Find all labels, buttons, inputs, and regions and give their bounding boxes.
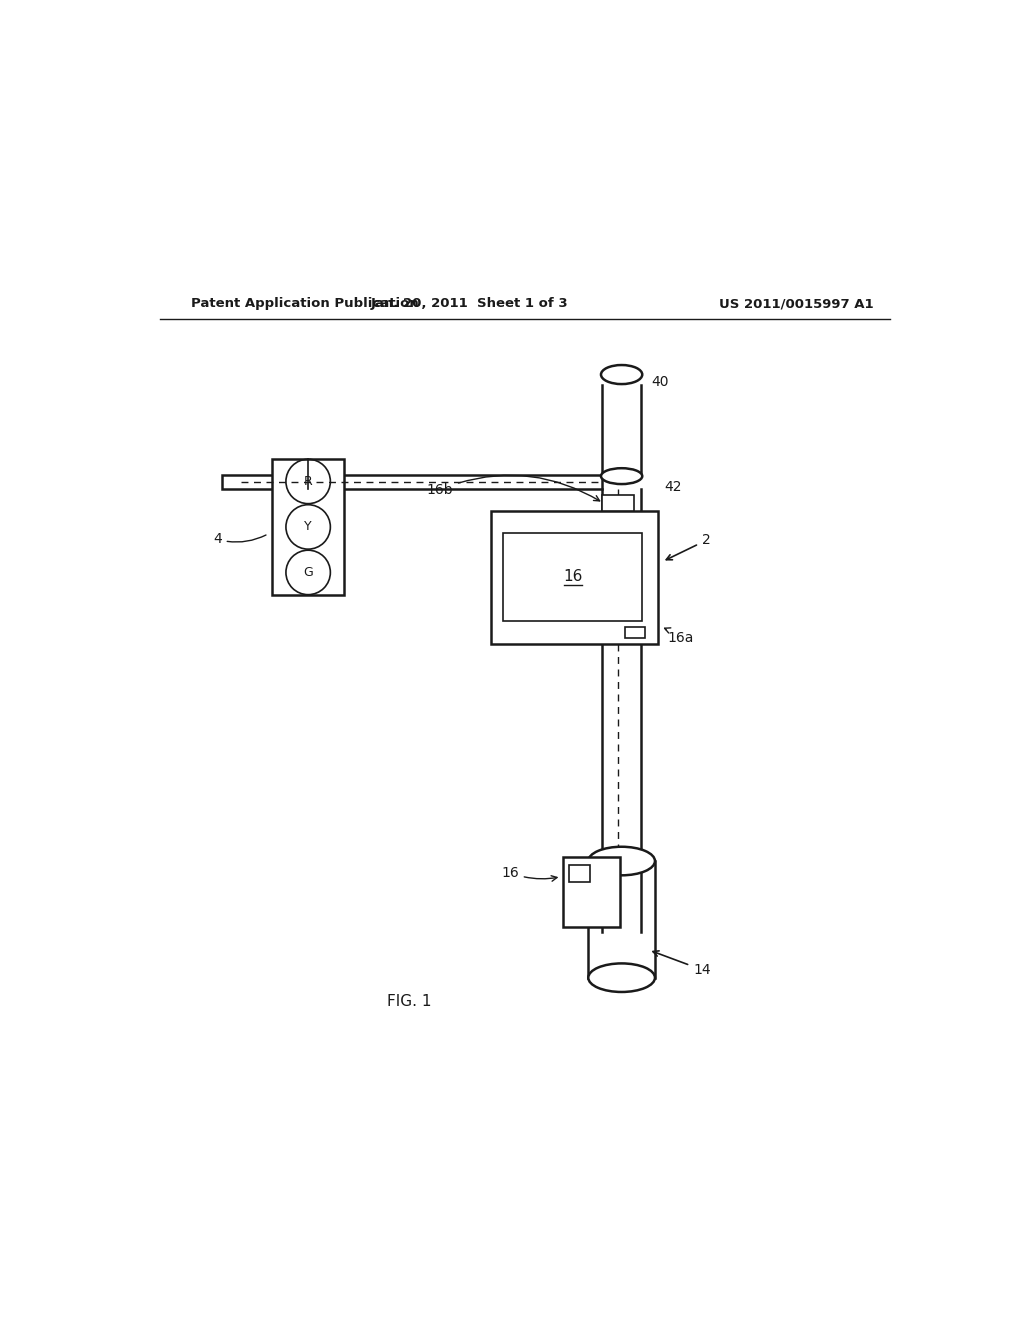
Text: 14: 14: [653, 950, 711, 977]
Bar: [569, 865, 590, 883]
Ellipse shape: [589, 846, 655, 875]
Text: 16a: 16a: [668, 631, 694, 645]
Bar: [492, 511, 658, 644]
Bar: [602, 495, 634, 511]
Text: 16: 16: [501, 866, 557, 882]
Text: US 2011/0015997 A1: US 2011/0015997 A1: [719, 297, 873, 310]
Bar: [221, 475, 602, 488]
Text: 16: 16: [563, 569, 583, 585]
Bar: [504, 533, 642, 620]
Text: R: R: [304, 475, 312, 488]
Ellipse shape: [601, 366, 642, 384]
Text: Jan. 20, 2011  Sheet 1 of 3: Jan. 20, 2011 Sheet 1 of 3: [371, 297, 568, 310]
Bar: [272, 458, 344, 595]
Text: 16b: 16b: [426, 475, 600, 500]
Text: Patent Application Publication: Patent Application Publication: [191, 297, 419, 310]
Text: 2: 2: [667, 533, 711, 560]
Bar: [625, 627, 645, 638]
Text: G: G: [303, 566, 313, 579]
Text: 40: 40: [652, 375, 670, 389]
Text: 4: 4: [213, 532, 266, 546]
Text: 42: 42: [665, 480, 682, 494]
Ellipse shape: [601, 469, 642, 484]
Text: FIG. 1: FIG. 1: [387, 994, 432, 1008]
Text: Y: Y: [304, 520, 312, 533]
Ellipse shape: [589, 964, 655, 991]
Bar: [563, 857, 621, 927]
